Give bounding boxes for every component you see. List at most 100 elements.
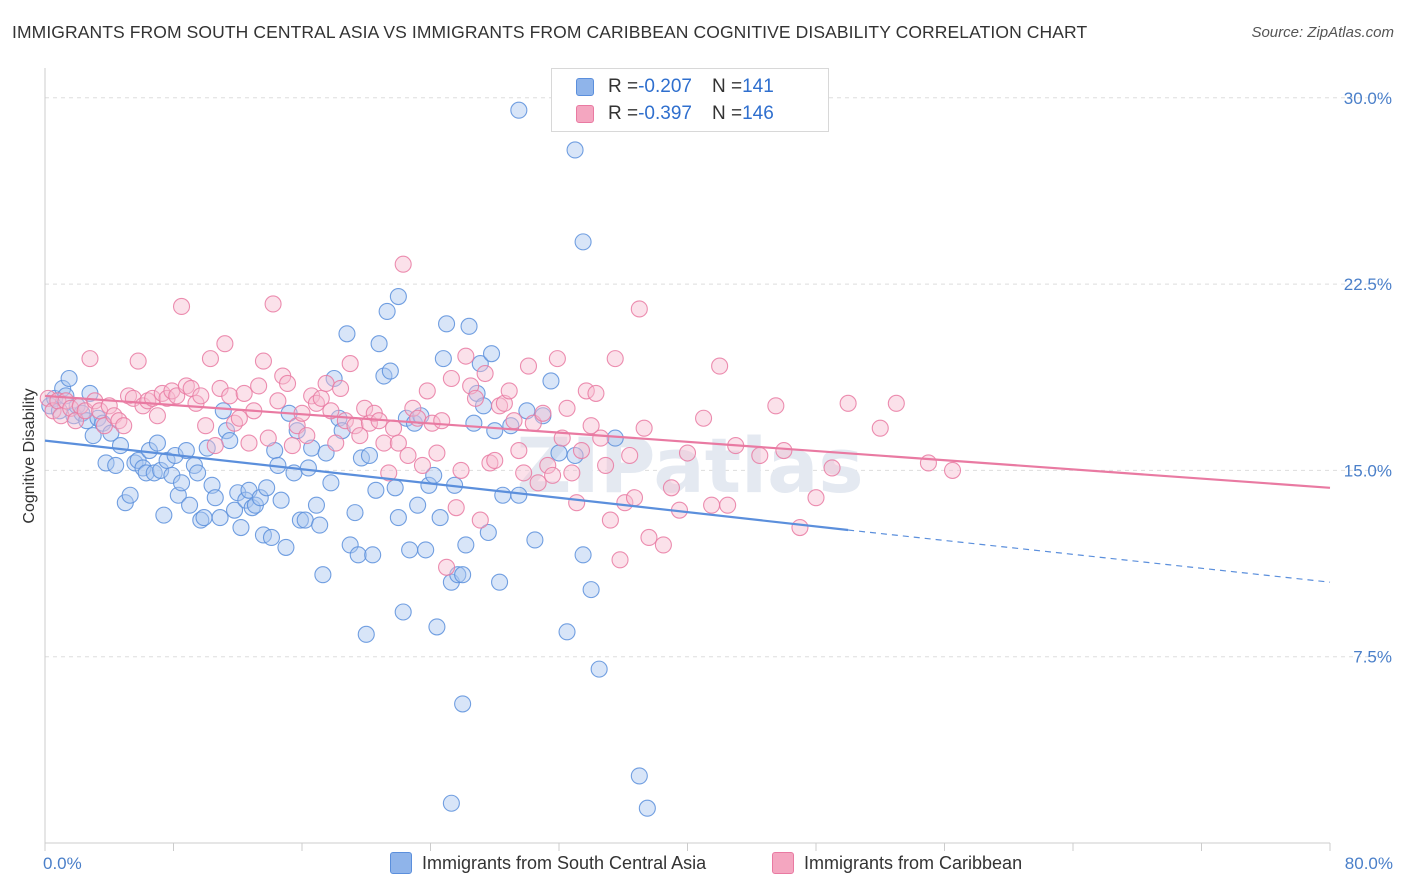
data-point bbox=[638, 799, 656, 817]
trend-lines bbox=[44, 394, 1331, 583]
trend-line-caribbean bbox=[44, 394, 1331, 489]
data-point bbox=[577, 382, 595, 400]
data-point bbox=[558, 623, 576, 641]
data-point bbox=[357, 625, 375, 643]
y-axis-label: Cognitive Disability bbox=[21, 388, 38, 523]
data-point bbox=[307, 394, 326, 412]
data-point bbox=[380, 464, 398, 482]
data-point bbox=[919, 454, 937, 472]
data-point bbox=[471, 355, 489, 373]
data-point bbox=[481, 454, 499, 472]
data-point bbox=[630, 767, 648, 785]
data-point bbox=[500, 382, 518, 400]
data-point bbox=[250, 377, 268, 395]
data-point bbox=[381, 362, 399, 380]
legend-row-south-central-asia: R = -0.207 N = 141 bbox=[576, 74, 774, 100]
data-point bbox=[221, 432, 239, 450]
data-point bbox=[587, 384, 605, 402]
data-point bbox=[486, 451, 504, 470]
data-point bbox=[44, 402, 62, 420]
data-point bbox=[375, 434, 393, 452]
data-point bbox=[494, 486, 512, 504]
data-point bbox=[476, 364, 494, 383]
data-point bbox=[177, 377, 195, 395]
data-point bbox=[572, 441, 591, 460]
data-point bbox=[775, 441, 793, 460]
data-point bbox=[413, 456, 432, 474]
data-point bbox=[471, 511, 489, 529]
data-point bbox=[60, 369, 78, 388]
data-point bbox=[254, 352, 273, 370]
data-point bbox=[606, 350, 624, 368]
data-point bbox=[519, 357, 538, 375]
data-point bbox=[526, 531, 544, 549]
legend-item-caribbean[interactable]: Immigrants from Caribbean bbox=[772, 852, 1022, 874]
legend-swatch-blue bbox=[390, 852, 412, 874]
legend-n-label: N = bbox=[711, 103, 743, 124]
data-point bbox=[110, 412, 128, 430]
data-point bbox=[582, 581, 600, 599]
data-point bbox=[418, 382, 436, 400]
data-point bbox=[515, 464, 533, 482]
data-point bbox=[486, 422, 504, 440]
legend-r-value: -0.397 bbox=[638, 103, 692, 124]
y-tick-label: 22.5% bbox=[1344, 275, 1392, 294]
data-point bbox=[201, 350, 219, 368]
data-point bbox=[442, 794, 460, 812]
data-point bbox=[192, 511, 210, 529]
data-point bbox=[216, 335, 234, 353]
legend-item-south-central-asia[interactable]: Immigrants from South Central Asia bbox=[390, 852, 706, 874]
data-point bbox=[322, 474, 340, 492]
data-point bbox=[662, 479, 680, 497]
data-point bbox=[235, 384, 253, 402]
series-south-central-asia bbox=[41, 101, 656, 817]
data-point bbox=[119, 387, 138, 405]
data-point bbox=[558, 399, 576, 417]
data-point bbox=[338, 325, 356, 343]
data-point bbox=[630, 300, 648, 318]
data-point bbox=[404, 399, 422, 417]
data-point bbox=[601, 511, 619, 529]
chart-source: Source: ZipAtlas.com bbox=[1251, 24, 1394, 41]
data-point bbox=[296, 511, 314, 529]
legend-n-value: 141 bbox=[742, 76, 774, 97]
data-point bbox=[428, 618, 446, 636]
data-point bbox=[81, 350, 99, 368]
data-point bbox=[206, 489, 224, 507]
data-point bbox=[510, 486, 528, 504]
y-tick-label: 7.5% bbox=[1353, 648, 1392, 667]
series-caribbean bbox=[39, 255, 962, 576]
data-point bbox=[434, 350, 452, 368]
data-point bbox=[442, 369, 460, 388]
data-point bbox=[230, 409, 248, 427]
data-point bbox=[839, 394, 857, 412]
data-point bbox=[505, 412, 523, 430]
data-point bbox=[386, 479, 404, 497]
data-point bbox=[327, 434, 345, 452]
data-point bbox=[346, 504, 364, 522]
trend-line-south-central-asia bbox=[44, 439, 849, 532]
data-point bbox=[258, 479, 276, 497]
data-point bbox=[177, 441, 195, 460]
legend-label: Immigrants from South Central Asia bbox=[422, 852, 707, 873]
data-point bbox=[460, 317, 478, 335]
data-point bbox=[510, 101, 528, 119]
data-point bbox=[457, 347, 475, 365]
data-point bbox=[791, 518, 809, 537]
data-point bbox=[611, 551, 629, 569]
data-point bbox=[283, 437, 301, 455]
legend-r-label: R = bbox=[608, 76, 639, 97]
data-point bbox=[277, 538, 295, 556]
data-point bbox=[360, 446, 379, 465]
data-point bbox=[590, 660, 608, 678]
data-point bbox=[152, 461, 170, 479]
data-point bbox=[278, 374, 297, 393]
data-point bbox=[84, 427, 102, 445]
data-point bbox=[433, 412, 451, 430]
data-point bbox=[574, 546, 592, 564]
data-point bbox=[592, 429, 610, 447]
data-point bbox=[767, 397, 785, 415]
legend-swatch-pink bbox=[772, 852, 794, 874]
data-point bbox=[751, 446, 769, 465]
